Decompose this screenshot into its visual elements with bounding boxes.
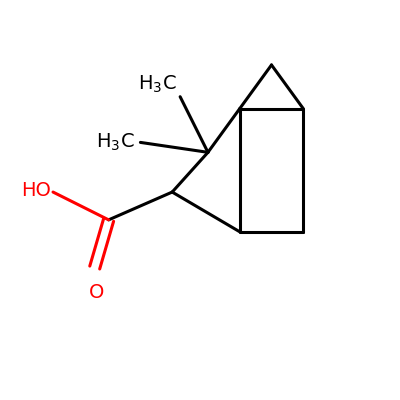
Text: H$_3$C: H$_3$C	[138, 74, 176, 95]
Text: HO: HO	[21, 180, 51, 200]
Text: O: O	[89, 284, 104, 302]
Text: H$_3$C: H$_3$C	[96, 132, 134, 153]
